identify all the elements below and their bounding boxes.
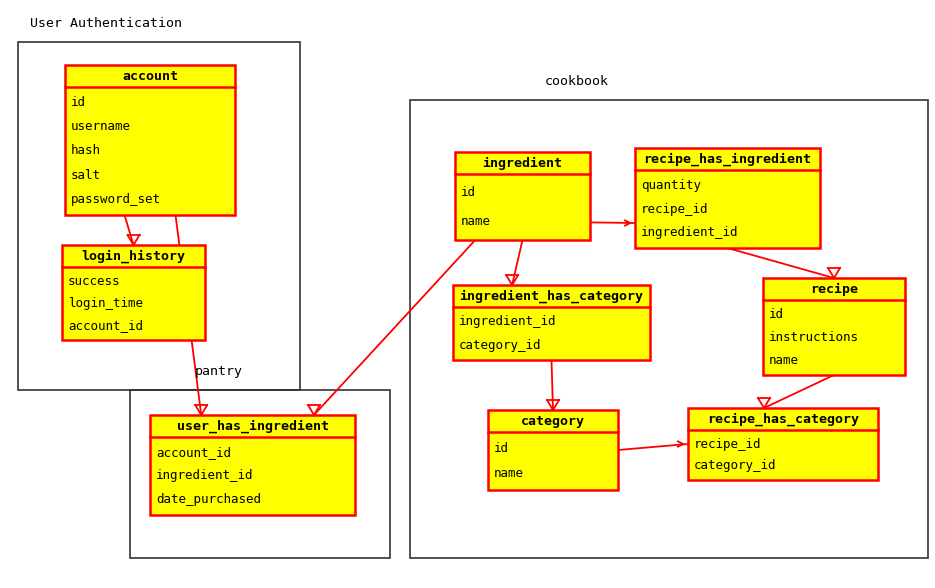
Text: name: name [461,215,491,228]
Text: recipe_id: recipe_id [641,202,709,215]
Text: id: id [71,96,86,109]
Text: category_id: category_id [694,459,776,472]
Bar [635,148,820,248]
Bar [488,410,618,490]
Text: id: id [769,308,784,321]
Text: success: success [68,275,121,288]
Text: account_id: account_id [156,446,231,459]
Text: ingredient_id: ingredient_id [459,316,556,329]
Text: account_id: account_id [68,319,143,332]
Text: password_set: password_set [71,193,161,206]
Bar [410,100,928,558]
Text: recipe_has_ingredient: recipe_has_ingredient [643,152,812,166]
Text: login_history: login_history [81,249,185,263]
Text: ingredient: ingredient [482,156,563,169]
Bar [130,390,390,558]
Text: category: category [521,415,585,427]
Text: username: username [71,121,131,133]
Text: User Authentication: User Authentication [30,17,182,30]
Text: name: name [769,354,799,367]
Text: id: id [494,442,509,455]
Text: name: name [494,467,524,480]
Text: ingredient_id: ingredient_id [641,226,739,239]
Bar [150,415,355,515]
Bar [688,408,878,480]
Text: ingredient_id: ingredient_id [156,469,253,483]
Text: cookbook: cookbook [545,75,609,88]
Bar [65,65,235,215]
Text: recipe_has_category: recipe_has_category [707,412,859,426]
Text: date_purchased: date_purchased [156,493,261,506]
Text: instructions: instructions [769,331,859,344]
Text: hash: hash [71,145,101,158]
Bar [763,278,905,375]
Text: account: account [122,69,178,82]
Text: ingredient_has_category: ingredient_has_category [459,289,643,303]
Bar [18,42,300,390]
Text: salt: salt [71,169,101,182]
Bar [453,285,650,360]
Text: category_id: category_id [459,339,541,352]
Text: login_time: login_time [68,297,143,310]
Bar [455,152,590,240]
Text: recipe: recipe [810,282,858,296]
Bar [62,245,205,340]
Text: user_has_ingredient: user_has_ingredient [177,419,328,433]
Text: pantry: pantry [195,365,243,378]
Text: recipe_id: recipe_id [694,437,761,450]
Text: id: id [461,186,476,199]
Text: quantity: quantity [641,179,701,192]
